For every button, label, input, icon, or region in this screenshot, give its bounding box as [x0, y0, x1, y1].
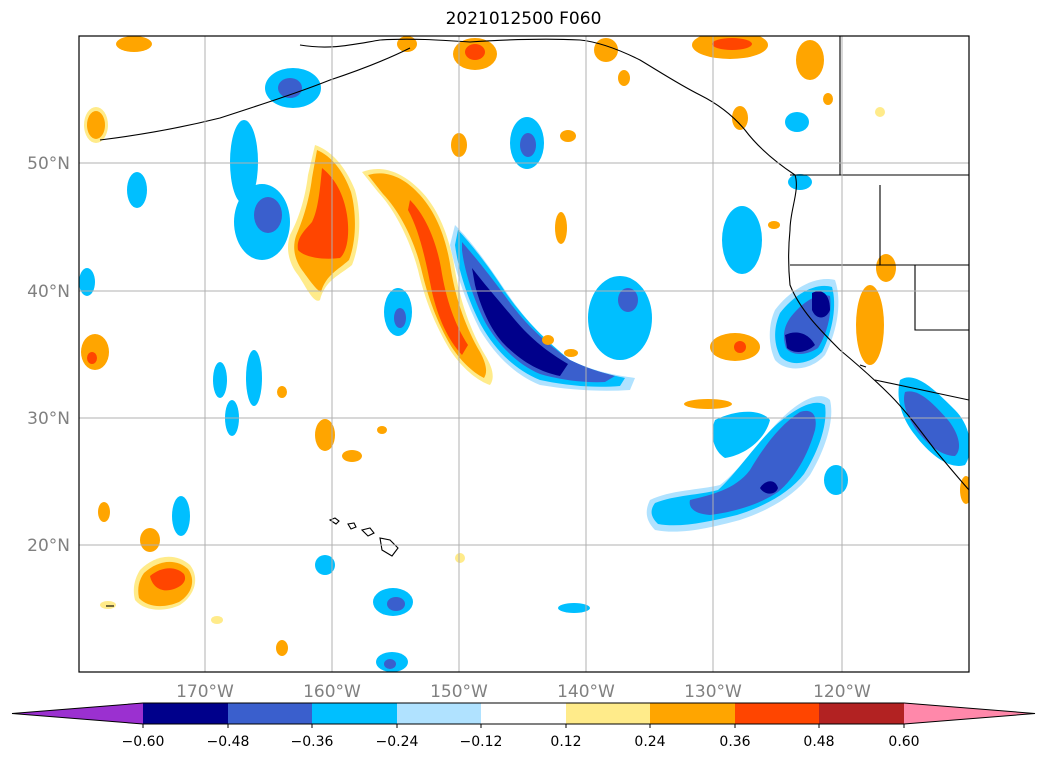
map-title: 2021012500 F060 [445, 9, 602, 29]
colorbar-tick-label: −0.36 [291, 734, 334, 750]
lon-label-130w: 130°W [684, 682, 742, 702]
colorbar-tick-label: 0.36 [719, 734, 750, 750]
colorbar-segment [143, 703, 228, 724]
colorbar-tick-label: −0.48 [207, 734, 250, 750]
colorbar-segment [735, 703, 819, 724]
lon-label-170w: 170°W [176, 682, 234, 702]
colorbar: −0.60 −0.48 −0.36 −0.24 −0.12 0.12 0.24 0.36 0.4… [11, 702, 1036, 750]
colorbar-tick-label: −0.24 [376, 734, 419, 750]
colorbar-extend-low [12, 703, 143, 724]
colorbar-segment [481, 703, 566, 724]
lon-label-150w: 150°W [430, 682, 488, 702]
lat-label-30: 30°N [27, 409, 70, 429]
colorbar-tick-label: −0.60 [122, 734, 165, 750]
colorbar-segment [650, 703, 735, 724]
colorbar-segment [228, 703, 312, 724]
colorbar-segment [397, 703, 481, 724]
lat-label-50: 50°N [27, 154, 70, 174]
colorbar-segment [312, 703, 397, 724]
lon-label-160w: 160°W [303, 682, 361, 702]
colorbar-tick-label: 0.48 [803, 734, 834, 750]
colorbar-segment [819, 703, 904, 724]
lon-label-120w: 120°W [813, 682, 871, 702]
colorbar-tick-label: −0.12 [460, 734, 503, 750]
colorbar-tick-label: 0.60 [888, 734, 919, 750]
colorbar-segment [566, 703, 650, 724]
lat-label-20: 20°N [27, 536, 70, 556]
colorbar-extend-high [904, 703, 1035, 724]
colorbar-tick-label: 0.12 [550, 734, 581, 750]
contour-fields [79, 36, 969, 672]
map-frame [78, 35, 970, 673]
lat-label-40: 40°N [27, 282, 70, 302]
lon-label-140w: 140°W [557, 682, 615, 702]
gridlines [79, 36, 969, 672]
colorbar-tick-label: 0.24 [634, 734, 665, 750]
coastlines [99, 36, 969, 607]
negative-contour-band [450, 225, 635, 391]
